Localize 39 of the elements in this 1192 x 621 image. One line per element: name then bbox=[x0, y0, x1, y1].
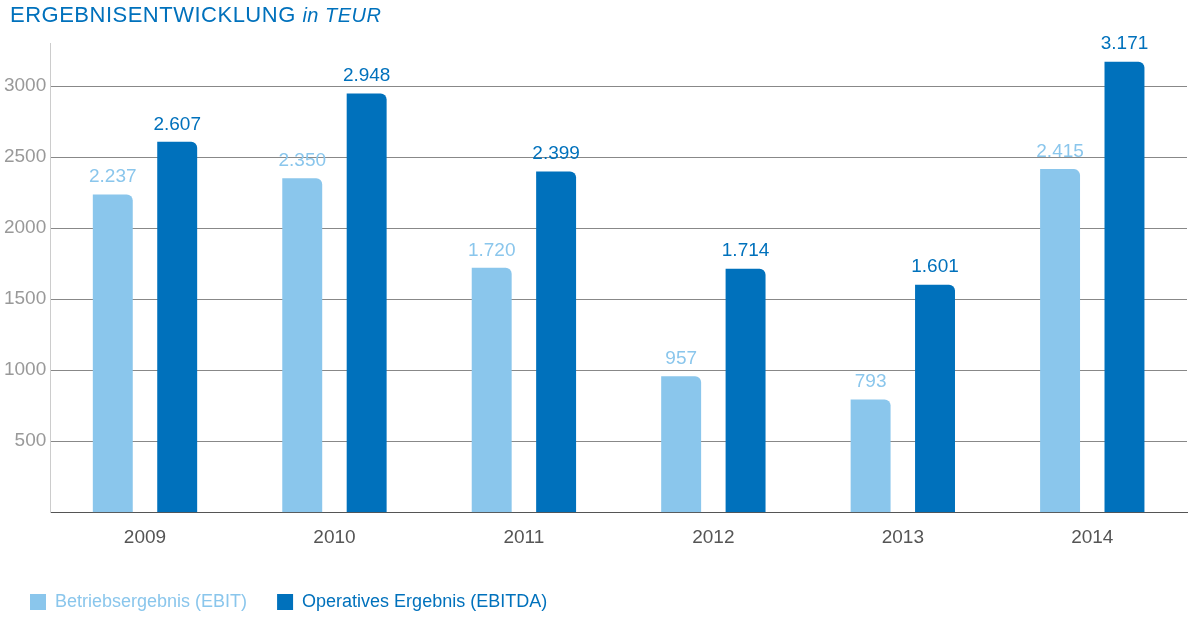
x-tick-label: 2012 bbox=[692, 525, 735, 547]
bar bbox=[471, 267, 512, 513]
bar bbox=[92, 194, 133, 513]
data-label: 2.948 bbox=[342, 64, 391, 86]
data-label: 1.601 bbox=[911, 255, 959, 277]
data-label: 2.399 bbox=[532, 142, 580, 164]
chart-subtitle: in TEUR bbox=[302, 4, 382, 26]
chart-title: ERGEBNISENTWICKLUNG bbox=[10, 2, 296, 27]
data-label: 2.415 bbox=[1036, 139, 1084, 161]
data-label: 957 bbox=[665, 346, 698, 368]
x-tick-label: 2009 bbox=[123, 525, 167, 547]
x-tick-label: 2013 bbox=[881, 525, 924, 547]
data-label: 793 bbox=[854, 370, 887, 392]
legend-label: Betriebsergebnis (EBIT) bbox=[55, 590, 248, 611]
data-label: 2.607 bbox=[153, 112, 201, 134]
y-tick-label: 1000 bbox=[3, 358, 47, 380]
data-label: 1.714 bbox=[721, 239, 770, 261]
y-tick-label: 2000 bbox=[3, 216, 47, 238]
bar bbox=[915, 284, 955, 513]
data-label: 2.237 bbox=[89, 165, 137, 187]
bar bbox=[157, 141, 198, 513]
bar bbox=[282, 178, 323, 513]
y-tick-label: 2500 bbox=[3, 145, 47, 167]
data-label: 3.171 bbox=[1100, 32, 1149, 54]
y-tick-label: 1500 bbox=[3, 287, 47, 309]
bar bbox=[725, 268, 766, 513]
bar bbox=[1104, 61, 1145, 513]
y-tick-label: 500 bbox=[14, 429, 47, 451]
x-tick-label: 2014 bbox=[1071, 525, 1114, 547]
bar bbox=[1040, 169, 1081, 513]
bar bbox=[661, 376, 702, 513]
y-tick-label: 3000 bbox=[3, 74, 47, 96]
x-tick-label: 2011 bbox=[503, 525, 545, 547]
x-tick-label: 2010 bbox=[313, 525, 356, 547]
bar bbox=[850, 399, 891, 513]
legend-label: Operatives Ergebnis (EBITDA) bbox=[302, 590, 548, 611]
data-label: 1.720 bbox=[467, 238, 516, 260]
bar bbox=[346, 93, 387, 513]
bar bbox=[536, 171, 577, 513]
